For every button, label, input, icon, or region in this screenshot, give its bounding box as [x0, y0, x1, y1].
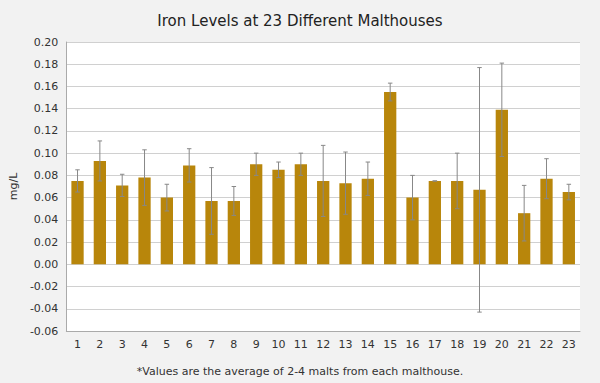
- svg-text:4: 4: [141, 338, 148, 351]
- svg-text:18: 18: [450, 338, 464, 351]
- svg-text:-0.04: -0.04: [30, 302, 58, 315]
- svg-text:6: 6: [186, 338, 193, 351]
- svg-text:5: 5: [163, 338, 170, 351]
- svg-text:0.12: 0.12: [34, 124, 59, 137]
- svg-text:0.00: 0.00: [34, 258, 59, 271]
- svg-text:0.04: 0.04: [34, 213, 59, 226]
- svg-text:0.06: 0.06: [34, 191, 59, 204]
- svg-text:19: 19: [473, 338, 487, 351]
- svg-text:mg/L: mg/L: [7, 172, 20, 200]
- svg-text:16: 16: [406, 338, 420, 351]
- svg-text:*Values are the average of 2-4: *Values are the average of 2-4 malts fro…: [137, 365, 464, 378]
- svg-text:17: 17: [428, 338, 442, 351]
- svg-text:20: 20: [495, 338, 509, 351]
- svg-text:8: 8: [230, 338, 237, 351]
- svg-text:0.08: 0.08: [34, 169, 59, 182]
- svg-text:14: 14: [361, 338, 375, 351]
- svg-text:12: 12: [316, 338, 330, 351]
- svg-text:0.16: 0.16: [34, 80, 59, 93]
- svg-text:2: 2: [96, 338, 103, 351]
- svg-text:0.14: 0.14: [34, 102, 59, 115]
- svg-text:9: 9: [253, 338, 260, 351]
- svg-text:7: 7: [208, 338, 215, 351]
- svg-text:0.20: 0.20: [34, 36, 59, 49]
- svg-text:21: 21: [517, 338, 531, 351]
- svg-text:-0.06: -0.06: [30, 325, 58, 338]
- svg-text:11: 11: [294, 338, 308, 351]
- svg-text:13: 13: [339, 338, 353, 351]
- svg-text:-0.02: -0.02: [30, 280, 58, 293]
- svg-text:1: 1: [74, 338, 81, 351]
- svg-text:0.18: 0.18: [34, 58, 59, 71]
- svg-text:Iron Levels at 23 Different Ma: Iron Levels at 23 Different Malthouses: [157, 12, 443, 30]
- svg-text:15: 15: [383, 338, 397, 351]
- svg-text:0.10: 0.10: [34, 147, 59, 160]
- svg-text:22: 22: [540, 338, 554, 351]
- svg-text:3: 3: [119, 338, 126, 351]
- svg-text:10: 10: [272, 338, 286, 351]
- svg-text:23: 23: [562, 338, 576, 351]
- svg-text:0.02: 0.02: [34, 236, 59, 249]
